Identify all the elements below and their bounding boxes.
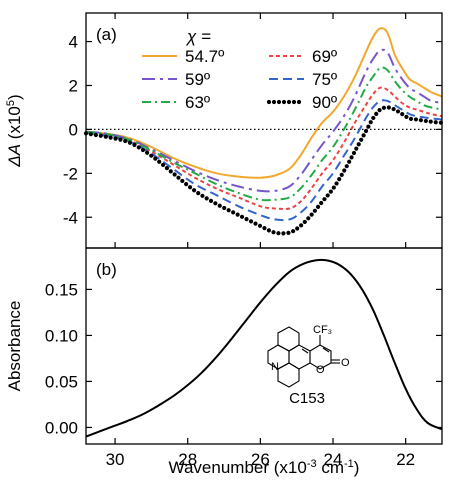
x-axis-label-exp2: -1 [344, 458, 354, 470]
panel-a: 4 2 0 -2 -4 (a) ΔA (x105) χ = 54.7º 69º 59º 75º… [5, 12, 445, 249]
carbonyl-oxygen-label: O [341, 357, 350, 369]
panel-b-y-axis-label: Absorbance [5, 301, 24, 392]
y-tick-label-b: 0.00 [45, 418, 78, 437]
ring-julolidine-bottom [277, 362, 300, 388]
series-line-63º [85, 66, 443, 202]
series-line-75º [85, 99, 443, 222]
y-tick-label-a: 0 [69, 120, 78, 139]
panel-a-frame [85, 12, 443, 249]
molecule-label: C153 [289, 390, 325, 407]
pyrone-double-bond [322, 347, 330, 353]
panel-a-ticks: 4 2 0 -2 -4 [63, 13, 442, 248]
legend-label: 75º [312, 70, 337, 89]
x-tick-label: 26 [251, 450, 270, 469]
panel-b-label: (b) [96, 260, 117, 279]
y-tick-label-a: -2 [63, 164, 78, 183]
legend-title: χ = [185, 27, 211, 46]
x-tick-label: 28 [178, 450, 197, 469]
y-tick-label-a: 4 [69, 33, 78, 52]
aromatic-double-bond [301, 348, 309, 354]
y-tick-label-b: 0.15 [45, 280, 78, 299]
nitrogen-label: N [271, 361, 279, 373]
legend-label: 90º [312, 93, 337, 112]
y-tick-label-a: 2 [69, 76, 78, 95]
y-axis-symbol: ΔA [5, 144, 24, 168]
x-axis-label-close: ) [354, 458, 360, 477]
y-axis-scale-close: ) [5, 94, 24, 100]
series-line-69º [85, 86, 443, 211]
x-axis-label-mid: cm [317, 458, 344, 477]
legend-label: 69º [312, 47, 337, 66]
legend-label: 54.7º [185, 47, 224, 66]
panel-b: 0.15 0.10 0.05 0.00 30 28 26 24 22 (b) Absorbanc… [5, 247, 443, 477]
x-tick-label: 30 [106, 450, 125, 469]
panel-a-series [83, 27, 445, 236]
panel-b-series [85, 258, 443, 438]
c153-structure-icon [267, 326, 340, 388]
absorbance-line [85, 258, 443, 438]
x-axis-label-exp1: -3 [307, 458, 317, 470]
legend: χ = 54.7º 69º 59º 75º 63º 90º [142, 27, 337, 112]
x-tick-label: 22 [396, 450, 415, 469]
panel-a-label: (a) [96, 25, 117, 44]
panel-a-y-axis-label: ΔA (x105) [5, 94, 24, 167]
x-axis-label-base: Wavenumber (x10 [169, 458, 307, 477]
ring-oxygen-label: O [316, 364, 325, 376]
series-line-59º [85, 48, 443, 193]
x-axis-label: Wavenumber (x10-3 cm-1) [169, 458, 360, 477]
panel-b-frame [85, 247, 443, 445]
legend-label: 63º [185, 93, 210, 112]
series-line-54.7º [85, 27, 443, 179]
cf3-label: CF₃ [313, 324, 332, 336]
series-line-90º [83, 105, 445, 236]
x-tick-label: 24 [324, 450, 343, 469]
y-axis-scale-exp: 5 [5, 100, 17, 106]
panel-b-ticks: 0.15 0.10 0.05 0.00 30 28 26 24 22 [45, 280, 442, 469]
ring-julolidine-top [277, 326, 300, 352]
y-tick-label-a: -4 [63, 208, 78, 227]
y-tick-label-b: 0.10 [45, 326, 78, 345]
y-axis-scale-open: (x10 [5, 106, 24, 144]
legend-label: 59º [185, 70, 210, 89]
y-tick-label-b: 0.05 [45, 372, 78, 391]
